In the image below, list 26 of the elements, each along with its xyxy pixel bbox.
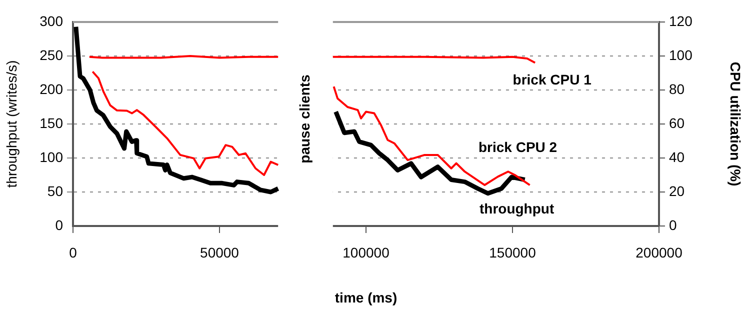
y2-tick-label: 20 xyxy=(669,182,685,199)
x-tick-label: 200000 xyxy=(636,244,683,260)
y2-tick-label: 60 xyxy=(669,114,685,131)
y-tick-label: 100 xyxy=(40,148,64,165)
y2-tick-label: 100 xyxy=(669,46,693,63)
y-axis-title: throughput (writes/s) xyxy=(3,60,20,188)
y-tick-label: 200 xyxy=(40,80,64,97)
x-tick-label: 0 xyxy=(69,244,78,260)
series-label: throughput xyxy=(479,200,554,217)
band-label: pause clients xyxy=(296,74,312,164)
y-tick-label: 150 xyxy=(40,114,64,131)
x-tick-label: 150000 xyxy=(489,244,536,260)
y2-tick-label: 40 xyxy=(669,148,685,165)
y2-tick-label: 120 xyxy=(669,12,693,29)
y2-axis-title: CPU utilization (%) xyxy=(728,62,744,186)
series-label: brick CPU 2 xyxy=(478,138,558,155)
y2-tick-label: 0 xyxy=(669,216,677,233)
x-tick-label: 50000 xyxy=(200,244,240,260)
y-tick-label: 50 xyxy=(47,182,64,199)
y2-tick-label: 80 xyxy=(669,80,685,97)
x-tick-label: 100000 xyxy=(342,244,390,260)
series-label: brick CPU 1 xyxy=(512,72,592,88)
y-tick-label: 0 xyxy=(55,216,64,233)
y-tick-label: 250 xyxy=(40,46,64,63)
y-tick-label: 300 xyxy=(40,12,64,29)
x-axis-title: time (ms) xyxy=(334,289,398,306)
